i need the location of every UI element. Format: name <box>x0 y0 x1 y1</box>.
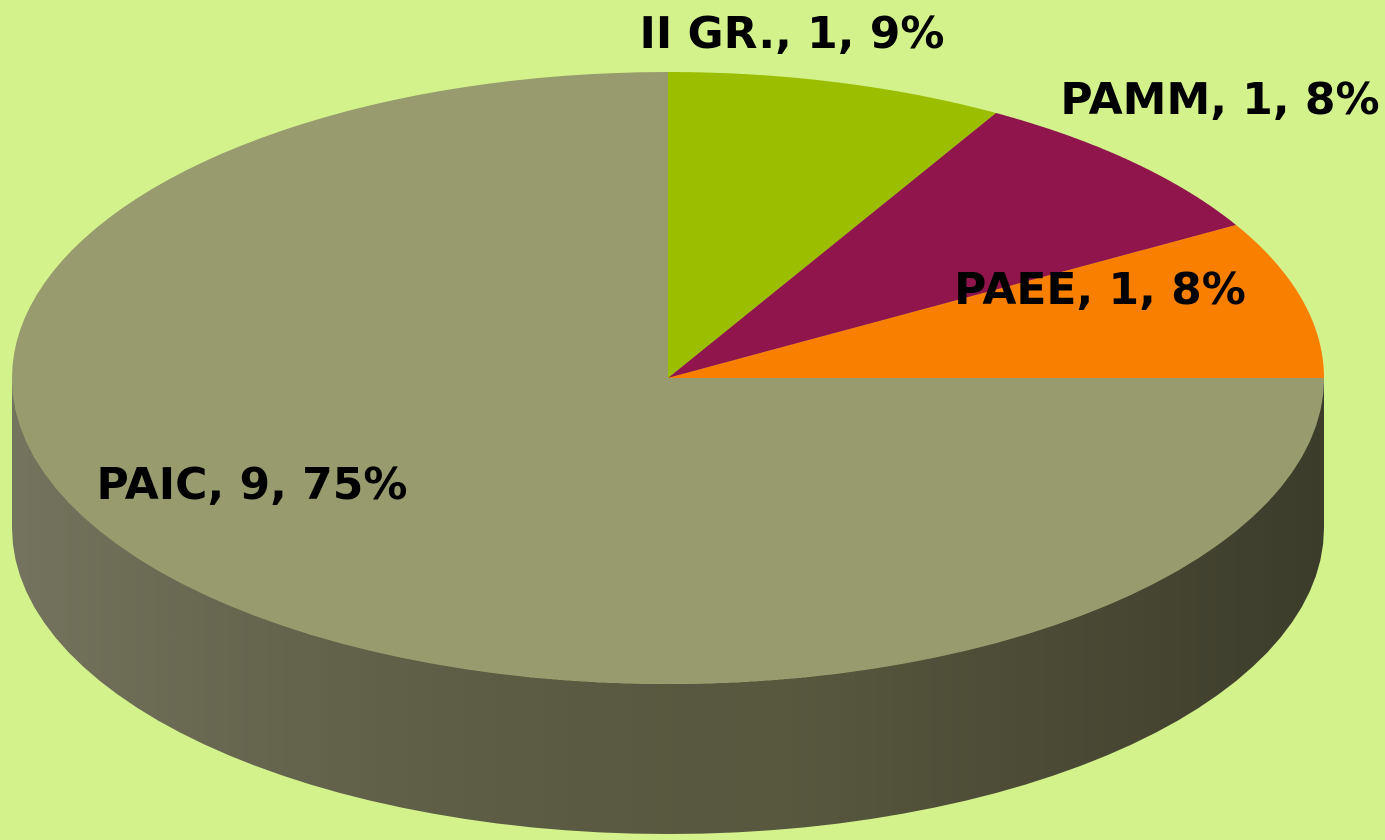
data-label: II GR., 1, 9% <box>640 8 945 59</box>
slice <box>668 112 1237 379</box>
slice <box>668 225 1324 378</box>
pie-side <box>12 378 1324 834</box>
pie-top <box>12 72 1324 684</box>
data-label: PAEE, 1, 8% <box>954 264 1246 315</box>
labels: II GR., 1, 9% PAMM, 1, 8% PAEE, 1, 8% PAIC,… <box>97 8 1380 510</box>
data-label: PAIC, 9, 75% <box>97 459 408 510</box>
data-label: PAMM, 1, 8% <box>1060 74 1379 125</box>
slice <box>668 72 996 378</box>
slice <box>12 72 1324 684</box>
slice-side-shade <box>12 378 1324 834</box>
